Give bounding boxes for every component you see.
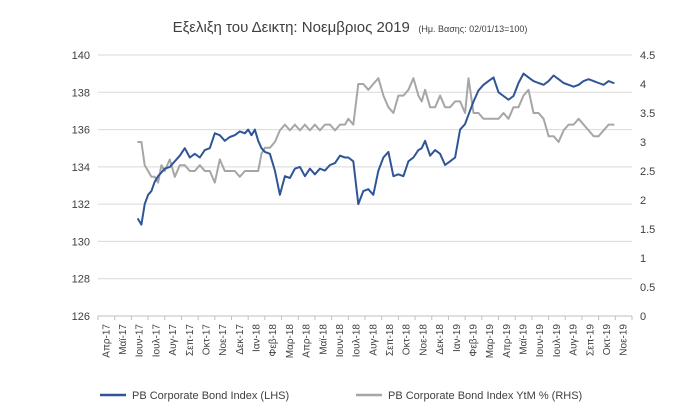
right-axis: 0 0.5 1 1.5 2 2.5 3 3.5 4 4.5	[640, 50, 655, 323]
right-axis-tick-label: 1	[640, 253, 646, 265]
x-tick-label: Μαϊ-19	[519, 324, 530, 355]
right-axis-tick-label: 1.5	[640, 224, 655, 236]
right-axis-tick-label: 0	[640, 311, 646, 323]
chart-title: Εξελιξη του Δεικτη: Νοεμβριος 2019 (Ημ. …	[173, 19, 528, 36]
x-tick-label: Νοε-17	[218, 324, 229, 356]
x-tick-label: Απρ-18	[302, 324, 313, 358]
left-axis-tick-label: 130	[72, 236, 90, 248]
x-tick-label: Φεβ-18	[268, 324, 279, 357]
x-tick-label: Ιαν-19	[452, 324, 463, 352]
left-axis: 126 128 130 132 134 136 138 140	[72, 50, 90, 323]
left-axis-tick-label: 140	[72, 50, 90, 62]
left-axis-tick-label: 134	[72, 162, 90, 174]
x-tick-label: Οκτ-17	[201, 324, 212, 356]
x-tick-label: Δεκ-18	[435, 324, 446, 355]
x-tick-label: Αυγ-19	[569, 324, 580, 356]
right-axis-tick-label: 0.5	[640, 282, 655, 294]
x-tick-label: Αυγ-17	[168, 324, 179, 356]
x-tick-label: Ιουλ-18	[352, 324, 363, 358]
x-tick-label: Απρ-17	[101, 324, 112, 358]
x-tick-label: Μαϊ-18	[318, 324, 329, 355]
x-tick-label: Ιουν-17	[135, 324, 146, 358]
left-axis-tick-label: 128	[72, 274, 90, 286]
chart-title-sub: (Ημ. Βασης: 02/01/13=100)	[418, 24, 527, 34]
x-tick-label: Δεκ-17	[235, 324, 246, 355]
right-axis-tick-label: 2.5	[640, 166, 655, 178]
x-tick-label: Μαρ-19	[485, 324, 496, 359]
right-axis-tick-label: 4	[640, 79, 646, 91]
x-tick-label: Νοε-18	[418, 324, 429, 356]
x-tick-label: Σεπ-19	[585, 324, 596, 356]
x-tick-label: Σεπ-18	[385, 324, 396, 356]
x-tick-label: Ιουν-19	[535, 324, 546, 358]
x-tick-label: Φεβ-19	[468, 324, 479, 357]
right-axis-tick-label: 4.5	[640, 50, 655, 62]
x-tick-label: Αυγ-18	[368, 324, 379, 356]
left-axis-tick-label: 138	[72, 87, 90, 99]
x-tick-label: Οκτ-18	[402, 324, 413, 356]
x-tick-label: Νοε-19	[619, 324, 630, 356]
x-tick-label: Μαρ-18	[285, 324, 296, 359]
x-tick-label: Μαϊ-17	[118, 324, 129, 355]
left-axis-tick-label: 136	[72, 125, 90, 137]
series-line-right	[137, 77, 615, 184]
chart-title-main: Εξελιξη του Δεικτη: Νοεμβριος 2019	[173, 19, 410, 36]
x-tick-label: Ιαν-18	[252, 324, 263, 352]
x-tick-label: Απρ-19	[502, 324, 513, 358]
x-tick-label: Ιουν-18	[335, 324, 346, 358]
series-layer	[137, 72, 615, 226]
right-axis-tick-label: 3	[640, 137, 646, 149]
right-axis-tick-label: 2	[640, 195, 646, 207]
right-axis-tick-label: 3.5	[640, 108, 655, 120]
legend-entry: PB Corporate Bond Index (LHS)	[132, 390, 289, 402]
series-line-left	[137, 72, 615, 226]
legend-entry: PB Corporate Bond Index YtM % (RHS)	[388, 390, 582, 402]
left-axis-tick-label: 126	[72, 311, 90, 323]
x-axis: Απρ-17 Μαϊ-17 Ιουν-17 Ιουλ-17 Αυγ-17 Σεπ-17 Οκ…	[97, 315, 633, 359]
x-tick-label: Ιουλ-19	[552, 324, 563, 358]
x-tick-label: Σεπ-17	[185, 324, 196, 356]
legend: PB Corporate Bond Index (LHS) PB Corporat…	[100, 390, 582, 402]
left-axis-tick-label: 132	[72, 199, 90, 211]
x-tick-label: Οκτ-19	[602, 324, 613, 356]
x-tick-label: Ιουλ-17	[151, 324, 162, 358]
